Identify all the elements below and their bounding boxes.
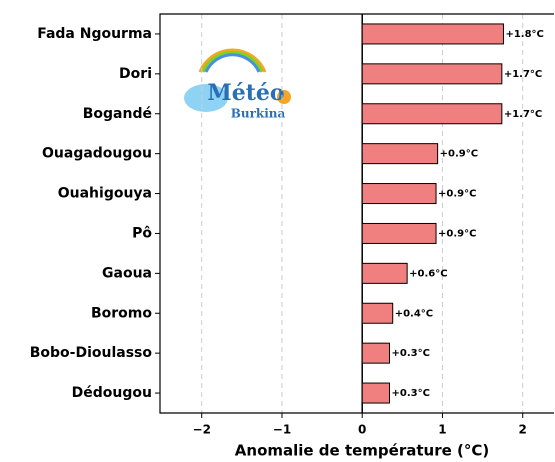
- bar: [361, 143, 439, 165]
- y-tick-label: Pô: [132, 225, 152, 241]
- bar: [361, 103, 503, 125]
- y-tick-label: Ouagadougou: [42, 146, 152, 162]
- x-tick-label: 1: [438, 423, 446, 437]
- y-tick-label: Bobo-Dioulasso: [30, 345, 153, 361]
- bar: [361, 222, 437, 244]
- value-label: +0.9°C: [440, 149, 478, 160]
- value-label: +0.9°C: [438, 189, 476, 200]
- bar: [361, 302, 394, 324]
- bar: [361, 342, 390, 364]
- bar: [361, 63, 503, 85]
- y-tick-label: Fada Ngourma: [37, 26, 152, 42]
- x-tick-label: −2: [193, 423, 211, 437]
- value-label: +0.3°C: [391, 348, 429, 359]
- y-tick-label: Dori: [119, 66, 152, 82]
- y-tick-label: Gaoua: [102, 265, 152, 281]
- y-tick-label: Dédougou: [72, 385, 152, 401]
- value-label: +1.7°C: [504, 109, 542, 120]
- rainbow: [198, 48, 267, 73]
- rainbow: [204, 53, 261, 73]
- value-label: +0.6°C: [409, 268, 447, 279]
- value-label: +1.7°C: [504, 69, 542, 80]
- bar: [361, 23, 504, 45]
- x-axis-label: Anomalie de température (°C): [235, 442, 489, 460]
- sun: [277, 90, 291, 104]
- x-tick-label: 2: [519, 423, 527, 437]
- y-tick-label: Boromo: [91, 305, 152, 321]
- value-label: +0.4°C: [395, 308, 433, 319]
- logo-title: Météo: [207, 80, 284, 106]
- bar: [361, 262, 408, 284]
- rainbow: [201, 50, 264, 73]
- bar: [361, 382, 390, 404]
- value-label: +1.8°C: [505, 29, 543, 40]
- x-tick-label: 0: [358, 423, 366, 437]
- bar: [361, 183, 437, 205]
- axes-frame: [159, 13, 554, 414]
- y-tick-label: Bogandé: [83, 106, 152, 122]
- cloud: [184, 84, 228, 112]
- value-label: +0.9°C: [438, 228, 476, 239]
- value-label: +0.3°C: [391, 388, 429, 399]
- y-tick-label: Ouahigouya: [58, 186, 152, 202]
- logo: Météo Burkina: [184, 48, 291, 121]
- logo-subtitle: Burkina: [231, 107, 286, 121]
- x-tick-label: −1: [273, 423, 291, 437]
